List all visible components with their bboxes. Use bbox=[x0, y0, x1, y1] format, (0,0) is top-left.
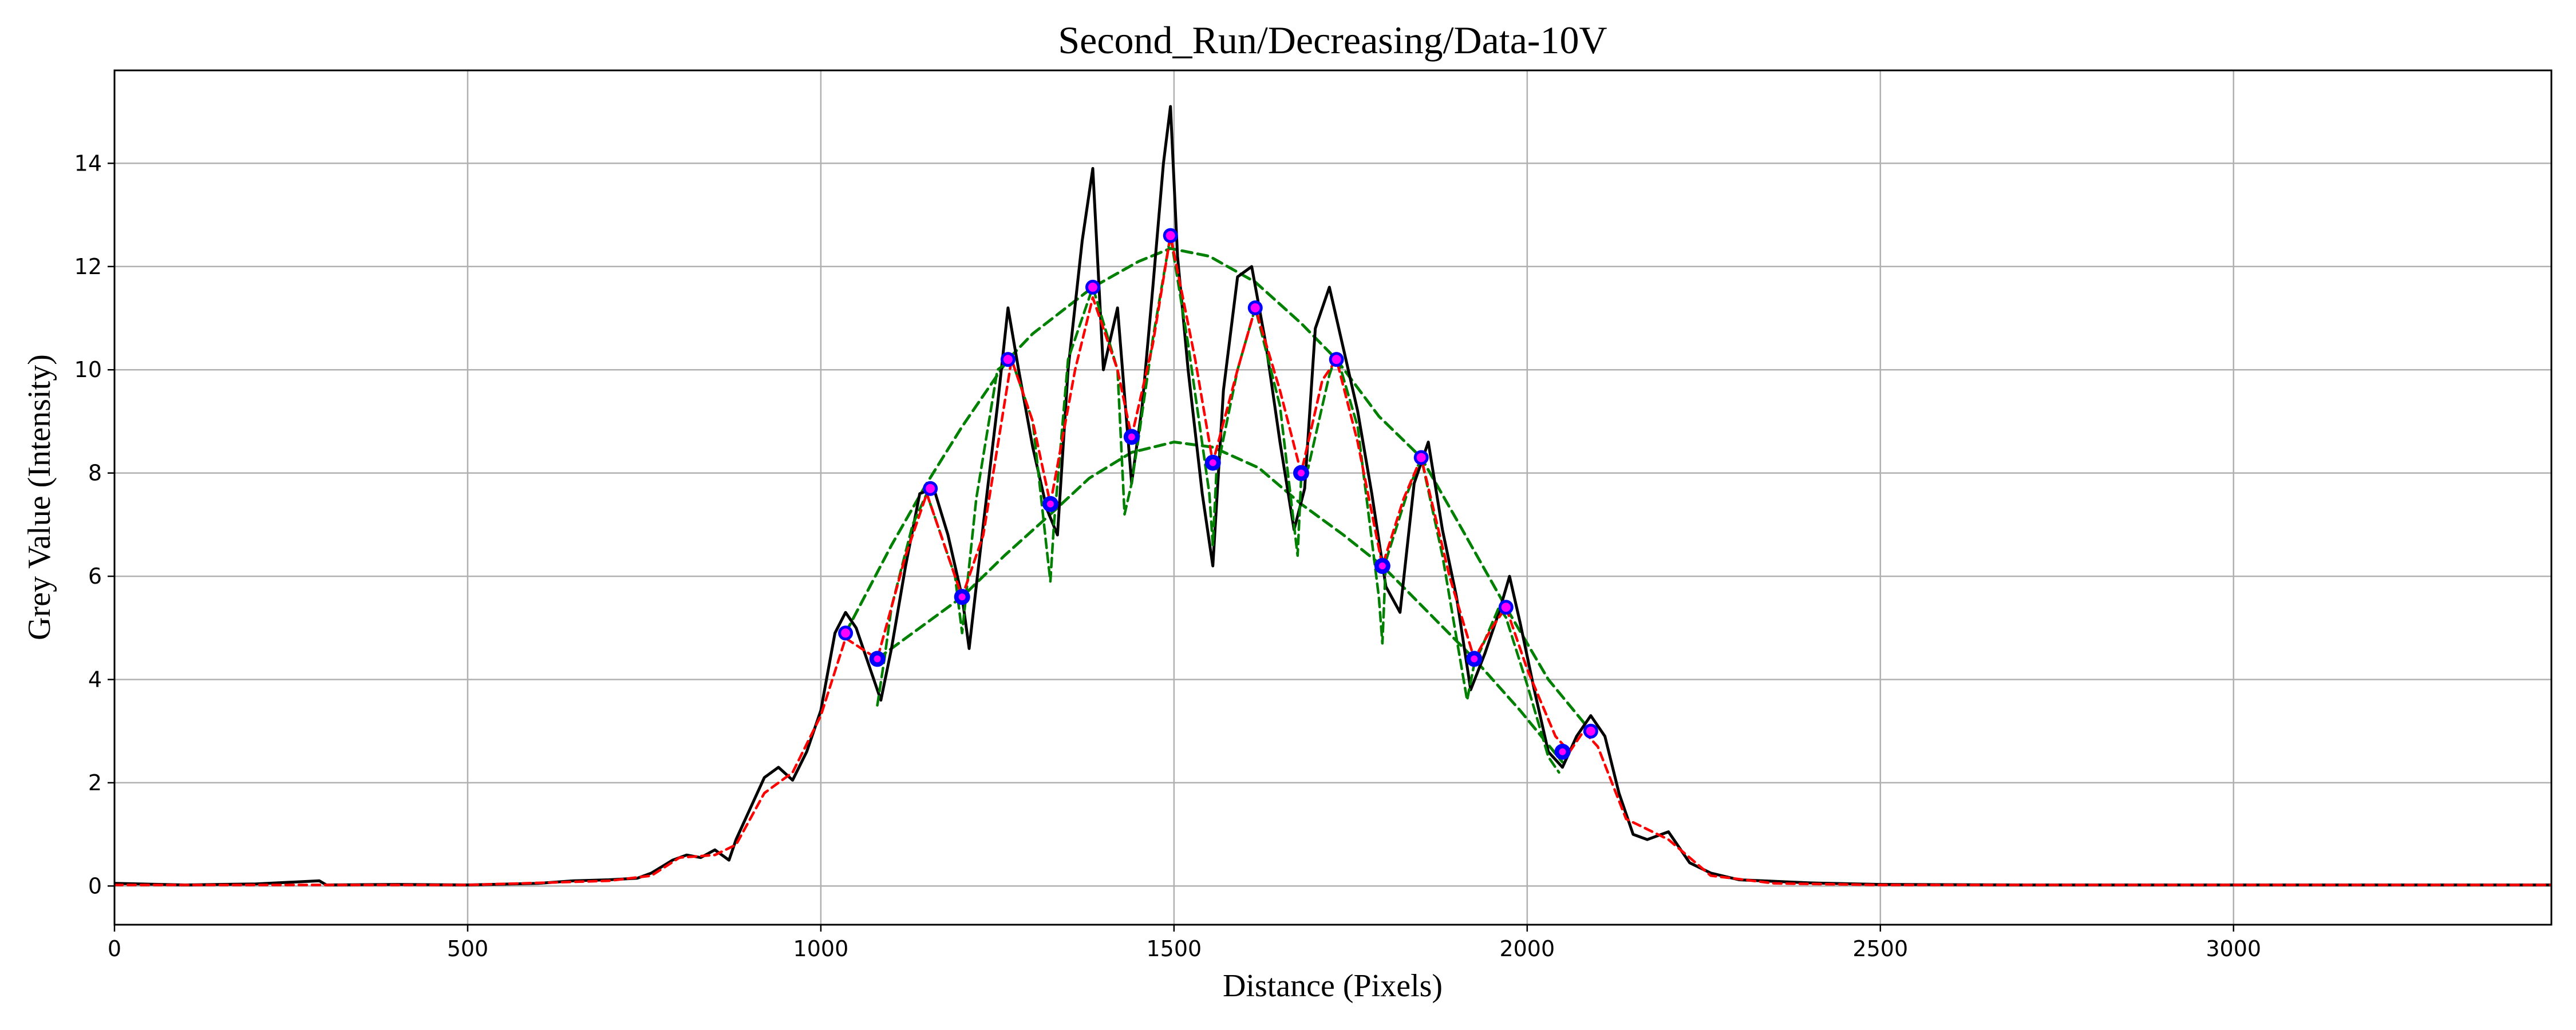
y-tick-label: 2 bbox=[88, 770, 102, 795]
plot-frame bbox=[113, 69, 2553, 926]
minimum-marker-center bbox=[1559, 748, 1566, 755]
x-tick-label: 1500 bbox=[1147, 936, 1202, 961]
minimum-marker-center bbox=[1297, 469, 1305, 477]
x-tick-label: 0 bbox=[108, 936, 121, 961]
y-tick-label: 14 bbox=[74, 150, 102, 176]
minimum-marker-center bbox=[958, 593, 966, 601]
peak-marker bbox=[1501, 603, 1511, 612]
peak-marker bbox=[1088, 282, 1097, 292]
peak-marker bbox=[841, 628, 851, 638]
peak-marker bbox=[1332, 355, 1341, 365]
minimum-marker-center bbox=[874, 655, 881, 663]
series-group bbox=[114, 105, 2551, 886]
minimum-marker-center bbox=[1046, 500, 1054, 508]
series-line-solid-black bbox=[114, 105, 2551, 886]
y-tick-label: 10 bbox=[74, 357, 102, 382]
y-tick-label: 4 bbox=[88, 667, 102, 692]
minimum-marker-center bbox=[1209, 459, 1216, 466]
peak-marker bbox=[1003, 355, 1013, 365]
x-tick-label: 2500 bbox=[1852, 936, 1908, 961]
y-tick-label: 0 bbox=[88, 873, 102, 898]
series-line-dashed-green-lower-envelope bbox=[876, 441, 1564, 764]
peak-marker bbox=[1586, 726, 1595, 736]
grid bbox=[113, 70, 2551, 925]
x-tick-label: 500 bbox=[447, 936, 489, 961]
y-tick-label: 8 bbox=[88, 461, 102, 486]
minimum-marker-center bbox=[1471, 655, 1478, 663]
y-axis-label: Grey Value (Intensity) bbox=[22, 354, 57, 640]
y-tick-label: 6 bbox=[88, 564, 102, 589]
series-line-dashed-green-detail bbox=[876, 234, 1560, 774]
peak-marker bbox=[1165, 231, 1175, 240]
x-tick-label: 3000 bbox=[2206, 936, 2261, 961]
series-line-dashed-red bbox=[114, 234, 2551, 886]
minimum-marker-center bbox=[1128, 433, 1135, 441]
series-line-dashed-green-upper-envelope bbox=[844, 247, 1593, 733]
x-tick-label: 2000 bbox=[1499, 936, 1555, 961]
peak-marker bbox=[1250, 303, 1260, 312]
markers-group bbox=[838, 228, 1598, 760]
x-axis-label: Distance (Pixels) bbox=[1223, 968, 1443, 1004]
x-tick-label: 1000 bbox=[793, 936, 849, 961]
minimum-marker-center bbox=[1378, 562, 1386, 570]
y-tick-label: 12 bbox=[74, 254, 102, 279]
axis-ticks: 0 500 1000 1500 2000 2500 3000 0 2 4 6 8 10 12 14 bbox=[74, 150, 2261, 961]
peak-marker bbox=[926, 484, 935, 493]
peak-marker bbox=[1416, 453, 1426, 462]
chart-title: Second_Run/Decreasing/Data-10V bbox=[1058, 18, 1607, 62]
